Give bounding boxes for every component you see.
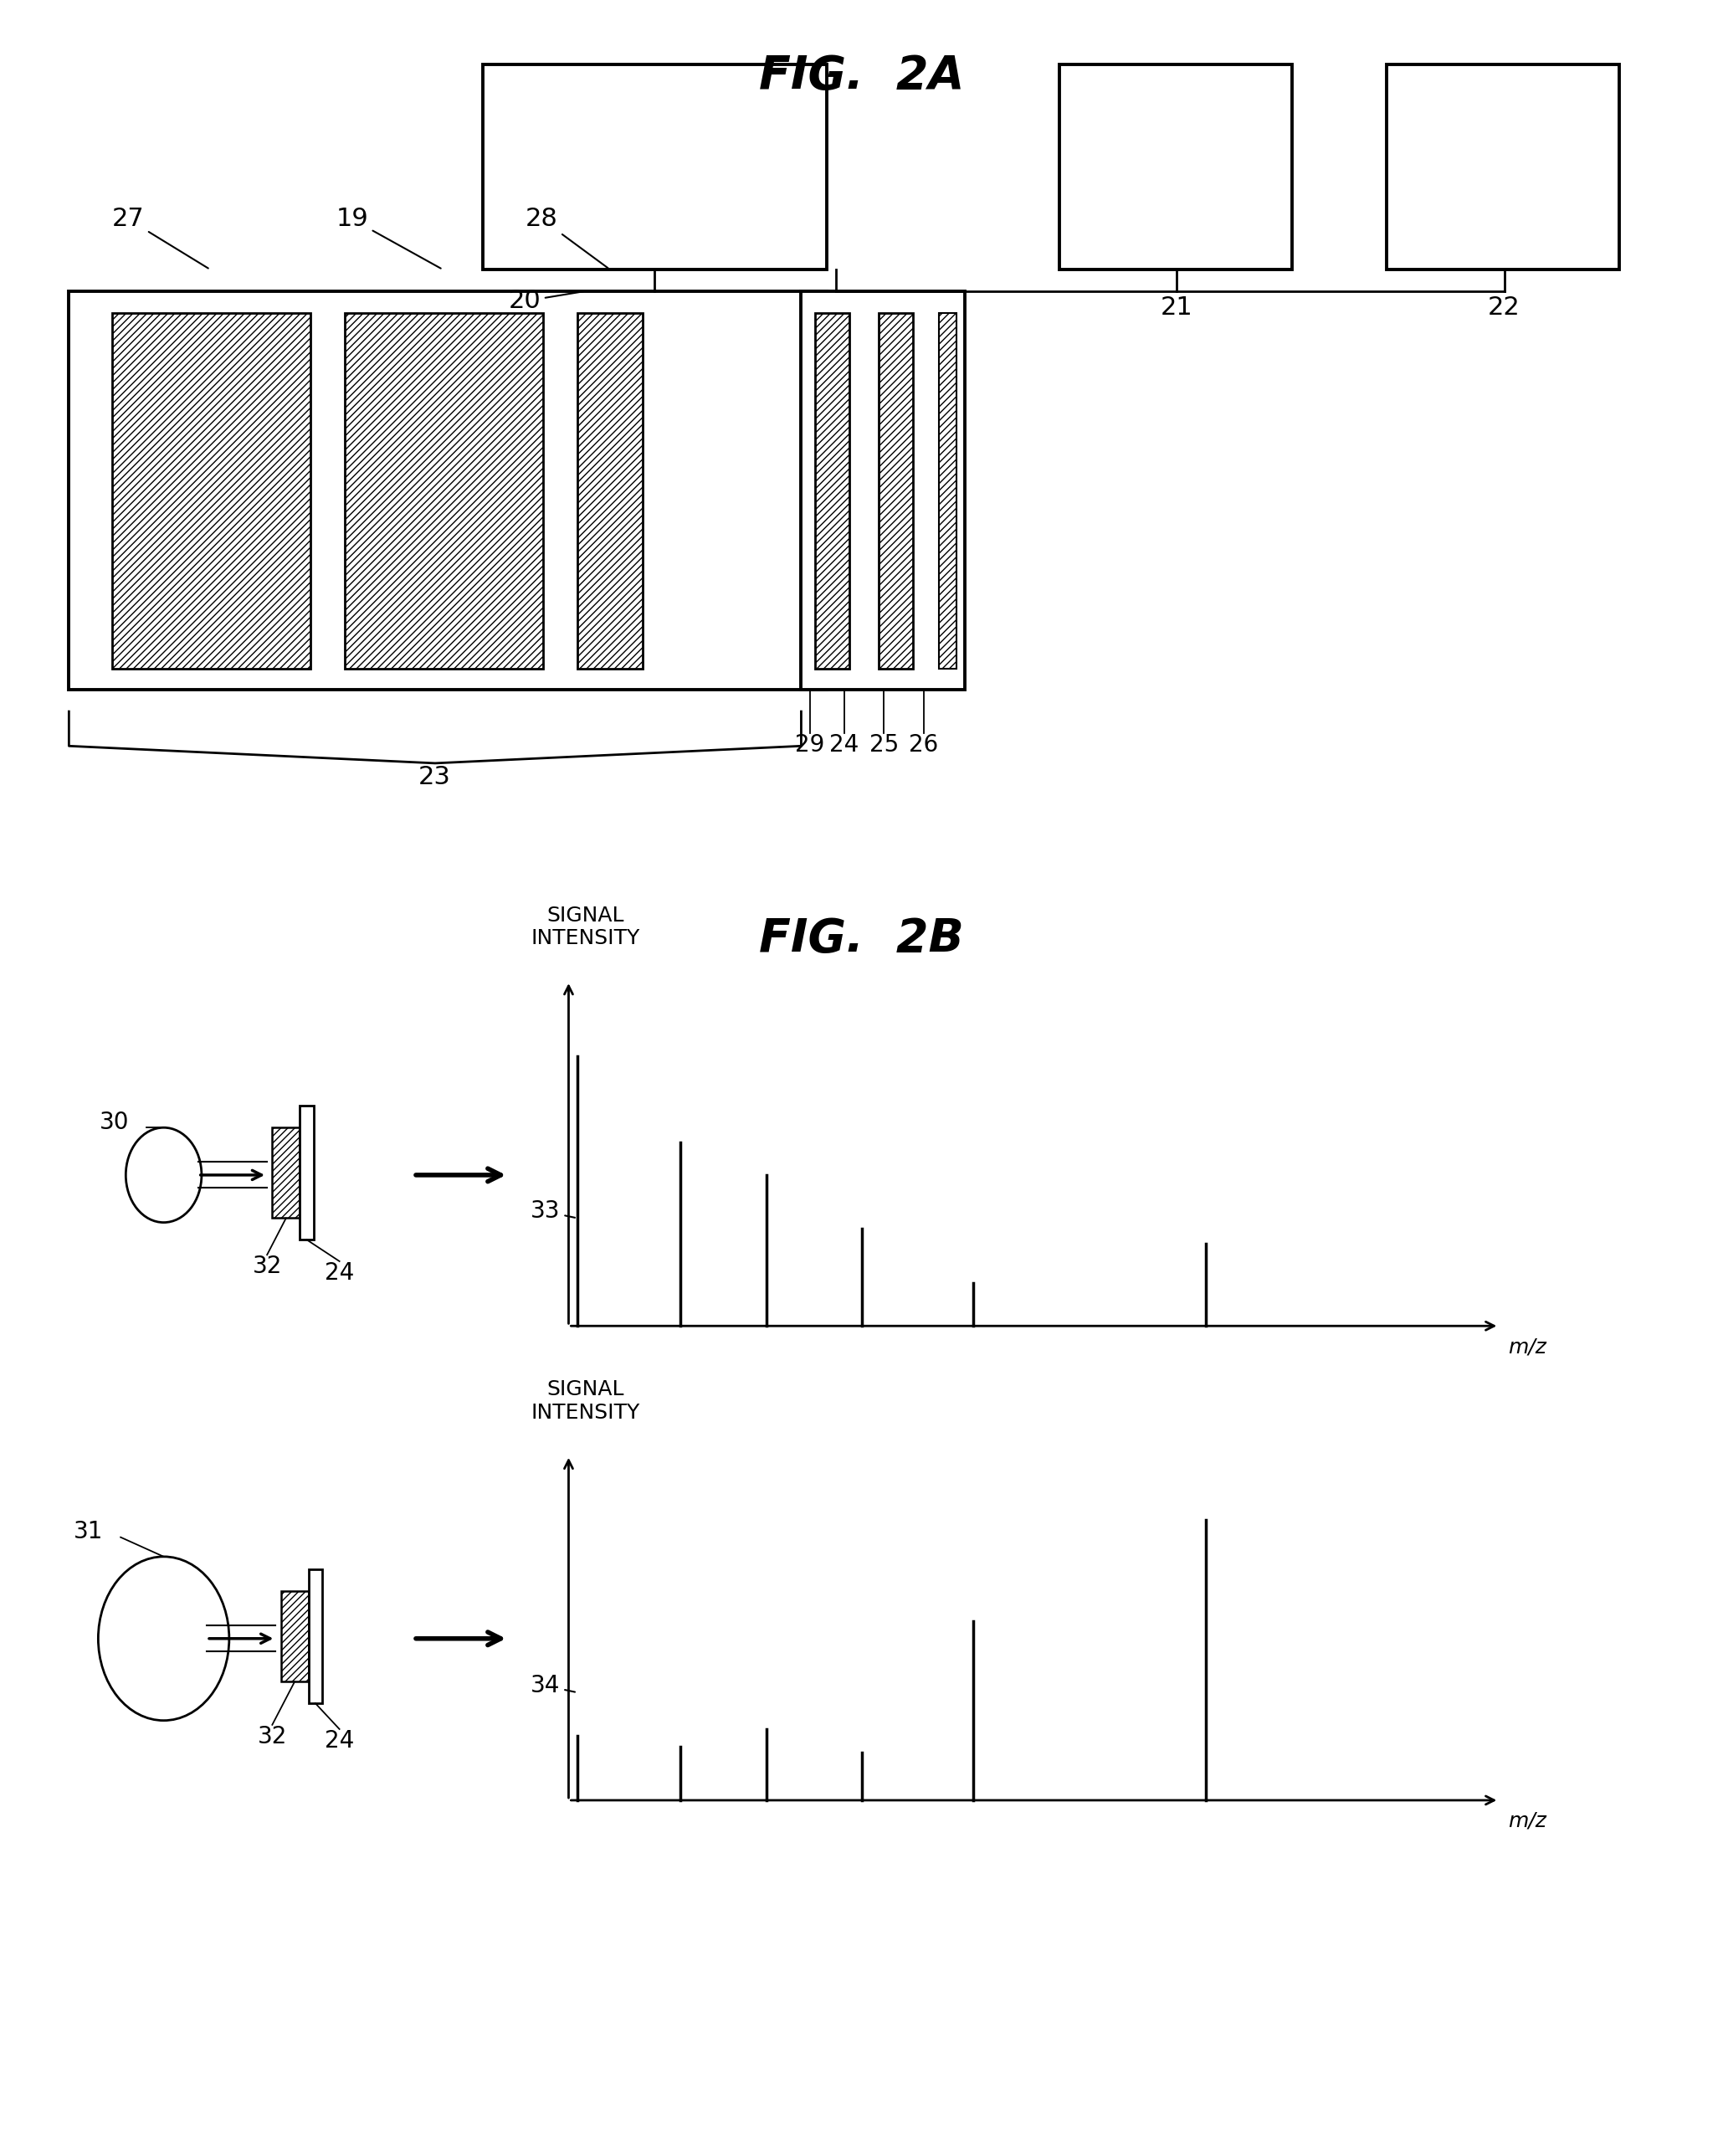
Text: SIGNAL
INTENSITY: SIGNAL INTENSITY bbox=[531, 1380, 641, 1423]
Text: 19: 19 bbox=[336, 207, 441, 267]
Bar bbox=[69, 291, 827, 690]
Text: 31: 31 bbox=[74, 1520, 103, 1544]
Text: 23: 23 bbox=[419, 765, 450, 789]
Text: m/z: m/z bbox=[1508, 1811, 1546, 1830]
Bar bbox=[939, 313, 956, 668]
Text: m/z: m/z bbox=[1508, 1337, 1546, 1356]
Bar bbox=[815, 313, 849, 668]
Bar bbox=[112, 313, 310, 668]
Text: 27: 27 bbox=[112, 207, 208, 267]
Text: 29: 29 bbox=[794, 733, 825, 757]
Text: 25: 25 bbox=[868, 733, 899, 757]
Bar bbox=[345, 313, 543, 668]
Bar bbox=[272, 1128, 300, 1218]
Text: FIG.  2B: FIG. 2B bbox=[760, 916, 963, 962]
Text: SIGNAL
INTENSITY: SIGNAL INTENSITY bbox=[531, 906, 641, 949]
Bar bbox=[482, 65, 827, 270]
Text: 34: 34 bbox=[531, 1673, 575, 1697]
Text: 28: 28 bbox=[526, 207, 608, 267]
Bar bbox=[300, 1106, 314, 1240]
Text: 20: 20 bbox=[508, 289, 584, 313]
Text: 26: 26 bbox=[908, 733, 939, 757]
Text: 32: 32 bbox=[257, 1725, 288, 1749]
Text: 24: 24 bbox=[324, 1261, 355, 1285]
Bar bbox=[879, 313, 913, 668]
Text: FIG.  2A: FIG. 2A bbox=[758, 54, 965, 99]
Bar bbox=[281, 1591, 308, 1682]
Text: 24: 24 bbox=[324, 1729, 355, 1753]
Bar bbox=[801, 291, 965, 690]
Text: 33: 33 bbox=[531, 1199, 575, 1222]
Text: 22: 22 bbox=[1489, 295, 1520, 319]
Bar bbox=[1387, 65, 1620, 270]
Text: 21: 21 bbox=[1161, 295, 1192, 319]
Bar bbox=[1060, 65, 1292, 270]
Bar bbox=[308, 1570, 322, 1703]
Bar bbox=[577, 313, 643, 668]
Text: 24: 24 bbox=[829, 733, 860, 757]
Text: 32: 32 bbox=[252, 1255, 283, 1279]
Text: 30: 30 bbox=[100, 1110, 129, 1134]
